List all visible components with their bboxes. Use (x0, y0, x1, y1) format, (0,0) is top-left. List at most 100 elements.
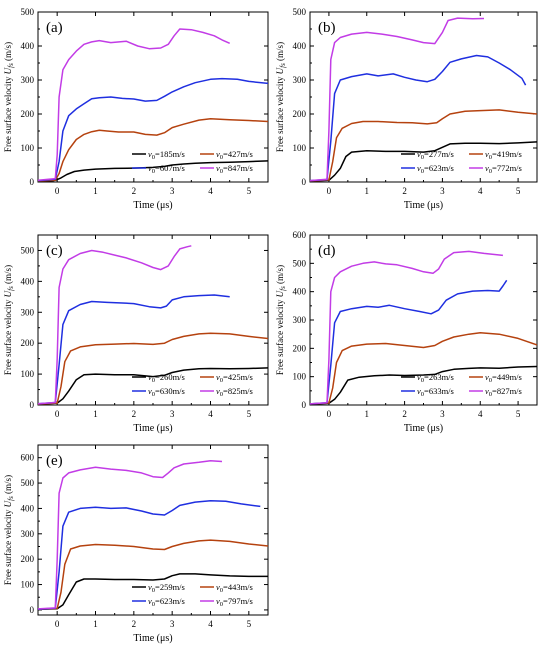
y-tick-label: 100 (21, 580, 35, 590)
y-tick-label: 400 (293, 41, 307, 51)
series-line (310, 365, 537, 405)
y-tick-label: 400 (21, 503, 35, 513)
chart-panel: 0 1 2 3 4 5 0 100 200 300 400 500 600 Time (μs) Free s… (3, 444, 269, 644)
x-axis-label: Time (μs) (404, 200, 443, 211)
x-tick-label: 1 (93, 186, 98, 196)
x-tick-label: 3 (170, 186, 175, 196)
legend-label: v0=185m/s (148, 149, 185, 161)
y-tick-label: 300 (21, 529, 35, 539)
x-tick-label: 4 (208, 619, 213, 629)
y-tick-label: 200 (293, 343, 307, 353)
legend-label: v0=772m/s (485, 163, 522, 175)
x-tick-label: 0 (55, 186, 60, 196)
y-tick-label: 500 (293, 7, 307, 17)
y-axis-label: Free surface velocity Ufs (m/s) (275, 265, 287, 375)
legend-label: v0=443m/s (216, 582, 253, 594)
x-tick-label: 1 (365, 409, 370, 419)
y-axis-label: Free surface velocity Ufs (m/s) (3, 42, 15, 152)
x-axis-label: Time (μs) (133, 633, 172, 644)
y-tick-label: 100 (293, 143, 307, 153)
series-line (38, 332, 268, 405)
series-line (38, 500, 261, 610)
y-tick-label: 200 (21, 109, 35, 119)
y-tick-label: 600 (293, 230, 307, 240)
series-line (38, 245, 192, 405)
y-tick-label: 600 (21, 453, 35, 463)
panel-label: (d) (318, 243, 336, 259)
y-tick-label: 300 (21, 75, 35, 85)
y-tick-label: 0 (30, 605, 35, 615)
x-tick-label: 3 (440, 409, 445, 419)
x-axis-label: Time (μs) (404, 423, 443, 434)
panel-label: (c) (46, 243, 63, 259)
legend-label: v0=847m/s (216, 163, 253, 175)
y-tick-label: 0 (302, 177, 307, 187)
x-tick-label: 0 (55, 409, 60, 419)
x-tick-label: 2 (402, 409, 407, 419)
panel-label: (a) (46, 20, 63, 36)
y-tick-label: 200 (21, 338, 35, 348)
x-tick-label: 3 (440, 186, 445, 196)
legend-label: v0=827m/s (485, 386, 522, 398)
legend-label: v0=630m/s (148, 386, 185, 398)
y-tick-label: 100 (293, 372, 307, 382)
x-tick-label: 2 (132, 186, 137, 196)
legend-label: v0=425m/s (216, 372, 253, 384)
x-tick-label: 2 (402, 186, 407, 196)
x-tick-label: 1 (93, 409, 98, 419)
y-axis-label: Free surface velocity Ufs (m/s) (3, 265, 15, 375)
x-tick-label: 5 (247, 409, 252, 419)
legend-label: v0=623m/s (148, 596, 185, 608)
y-tick-label: 300 (293, 75, 307, 85)
legend-label: v0=607m/s (148, 163, 185, 175)
y-tick-label: 100 (21, 369, 35, 379)
series-line (38, 539, 268, 610)
x-tick-label: 0 (55, 619, 60, 629)
x-tick-label: 4 (208, 186, 213, 196)
y-tick-label: 500 (293, 258, 307, 268)
series-line (38, 294, 230, 405)
y-tick-label: 0 (302, 400, 307, 410)
series-line (38, 118, 268, 182)
x-tick-label: 0 (327, 409, 332, 419)
y-tick-label: 0 (30, 400, 35, 410)
x-tick-label: 0 (327, 186, 332, 196)
series-line (38, 573, 268, 611)
series-line (310, 54, 527, 182)
series-line (38, 367, 268, 405)
y-axis-label: Free surface velocity Ufs (m/s) (275, 42, 287, 152)
x-axis-label: Time (μs) (133, 200, 172, 211)
y-tick-label: 300 (21, 307, 35, 317)
series-line (310, 109, 537, 182)
y-tick-label: 300 (293, 315, 307, 325)
x-tick-label: 5 (516, 186, 521, 196)
series-line (310, 279, 508, 405)
series-line (310, 332, 537, 405)
legend-label: v0=633m/s (417, 386, 454, 398)
x-axis-label: Time (μs) (133, 423, 172, 434)
y-tick-label: 400 (293, 287, 307, 297)
x-tick-label: 5 (516, 409, 521, 419)
y-tick-label: 200 (293, 109, 307, 119)
series-line (310, 17, 485, 182)
legend-label: v0=797m/s (216, 596, 253, 608)
legend-label: v0=825m/s (216, 386, 253, 398)
x-tick-label: 4 (478, 186, 483, 196)
legend-label: v0=419m/s (485, 149, 522, 161)
chart-panel: 0 1 2 3 4 5 0 100 200 300 400 500 Time (μs) Free surf… (275, 7, 538, 211)
x-tick-label: 2 (132, 619, 137, 629)
series-line (38, 459, 223, 610)
x-tick-label: 4 (478, 409, 483, 419)
y-axis-label: Free surface velocity Ufs (m/s) (3, 475, 15, 585)
series-line (310, 141, 537, 182)
x-tick-label: 2 (132, 409, 137, 419)
x-tick-label: 5 (247, 619, 252, 629)
panel-label: (e) (46, 453, 63, 469)
legend-label: v0=427m/s (216, 149, 253, 161)
chart-panel: 0 1 2 3 4 5 0 100 200 300 400 500 600 Time (μs) Free s… (275, 230, 538, 434)
series-line (38, 77, 268, 182)
y-tick-label: 500 (21, 245, 35, 255)
series-line (310, 250, 503, 405)
legend-label: v0=277m/s (417, 149, 454, 161)
